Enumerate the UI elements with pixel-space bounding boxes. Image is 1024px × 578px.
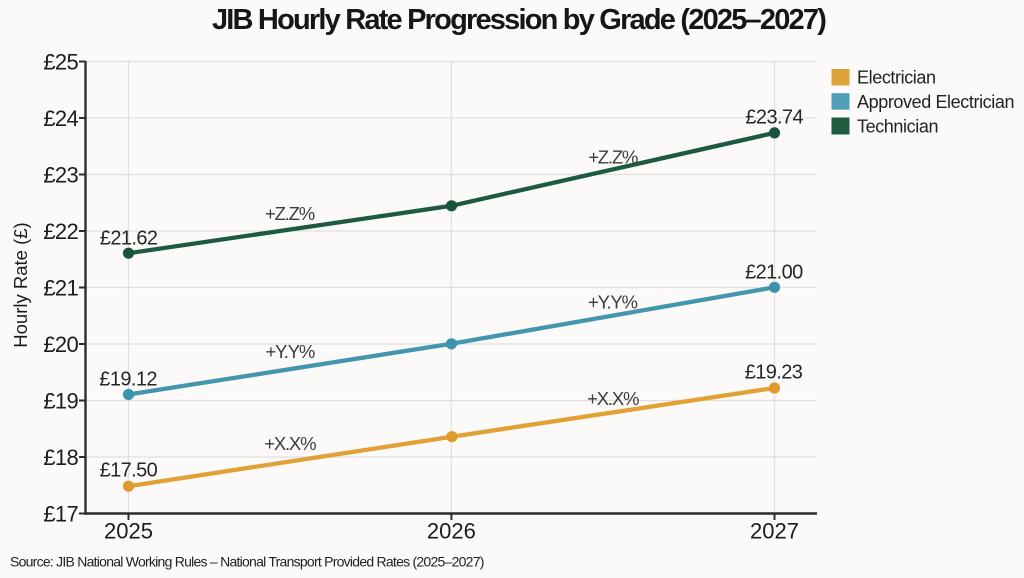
svg-text:+Z.Z%: +Z.Z%	[265, 203, 315, 224]
svg-text:£21.62: £21.62	[100, 227, 158, 249]
svg-text:£25: £25	[43, 50, 78, 75]
svg-text:+X.X%: +X.X%	[264, 433, 316, 454]
svg-text:2027: 2027	[750, 519, 799, 544]
svg-text:£21.00: £21.00	[745, 261, 803, 283]
svg-text:Electrician: Electrician	[857, 68, 936, 88]
svg-text:+Z.Z%: +Z.Z%	[588, 146, 638, 167]
svg-text:Source: JIB National Working R: Source: JIB National Working Rules – Nat…	[10, 553, 484, 569]
svg-text:£24: £24	[43, 106, 78, 131]
svg-text:2026: 2026	[427, 519, 476, 544]
svg-text:£23.74: £23.74	[745, 107, 803, 129]
svg-text:£20: £20	[43, 332, 78, 357]
svg-text:+Y.Y%: +Y.Y%	[265, 341, 314, 362]
svg-text:+Y.Y%: +Y.Y%	[588, 292, 637, 313]
svg-text:£17.50: £17.50	[100, 459, 158, 481]
svg-text:£21: £21	[43, 276, 78, 301]
svg-text:£18: £18	[43, 445, 78, 470]
svg-text:Approved Electrician: Approved Electrician	[857, 92, 1014, 112]
svg-text:£23: £23	[43, 163, 78, 188]
svg-text:£17: £17	[43, 502, 78, 527]
svg-text:Hourly Rate (£): Hourly Rate (£)	[10, 222, 31, 347]
svg-text:£19.12: £19.12	[99, 369, 157, 391]
svg-text:£19.23: £19.23	[745, 362, 803, 384]
svg-text:2025: 2025	[104, 519, 153, 544]
svg-text:Technician: Technician	[857, 116, 938, 136]
svg-text:£19: £19	[43, 389, 78, 414]
svg-text:£22: £22	[43, 219, 78, 244]
svg-text:JIB Hourly Rate Progression by: JIB Hourly Rate Progression by Grade (20…	[212, 4, 826, 36]
svg-text:+X.X%: +X.X%	[587, 388, 639, 409]
